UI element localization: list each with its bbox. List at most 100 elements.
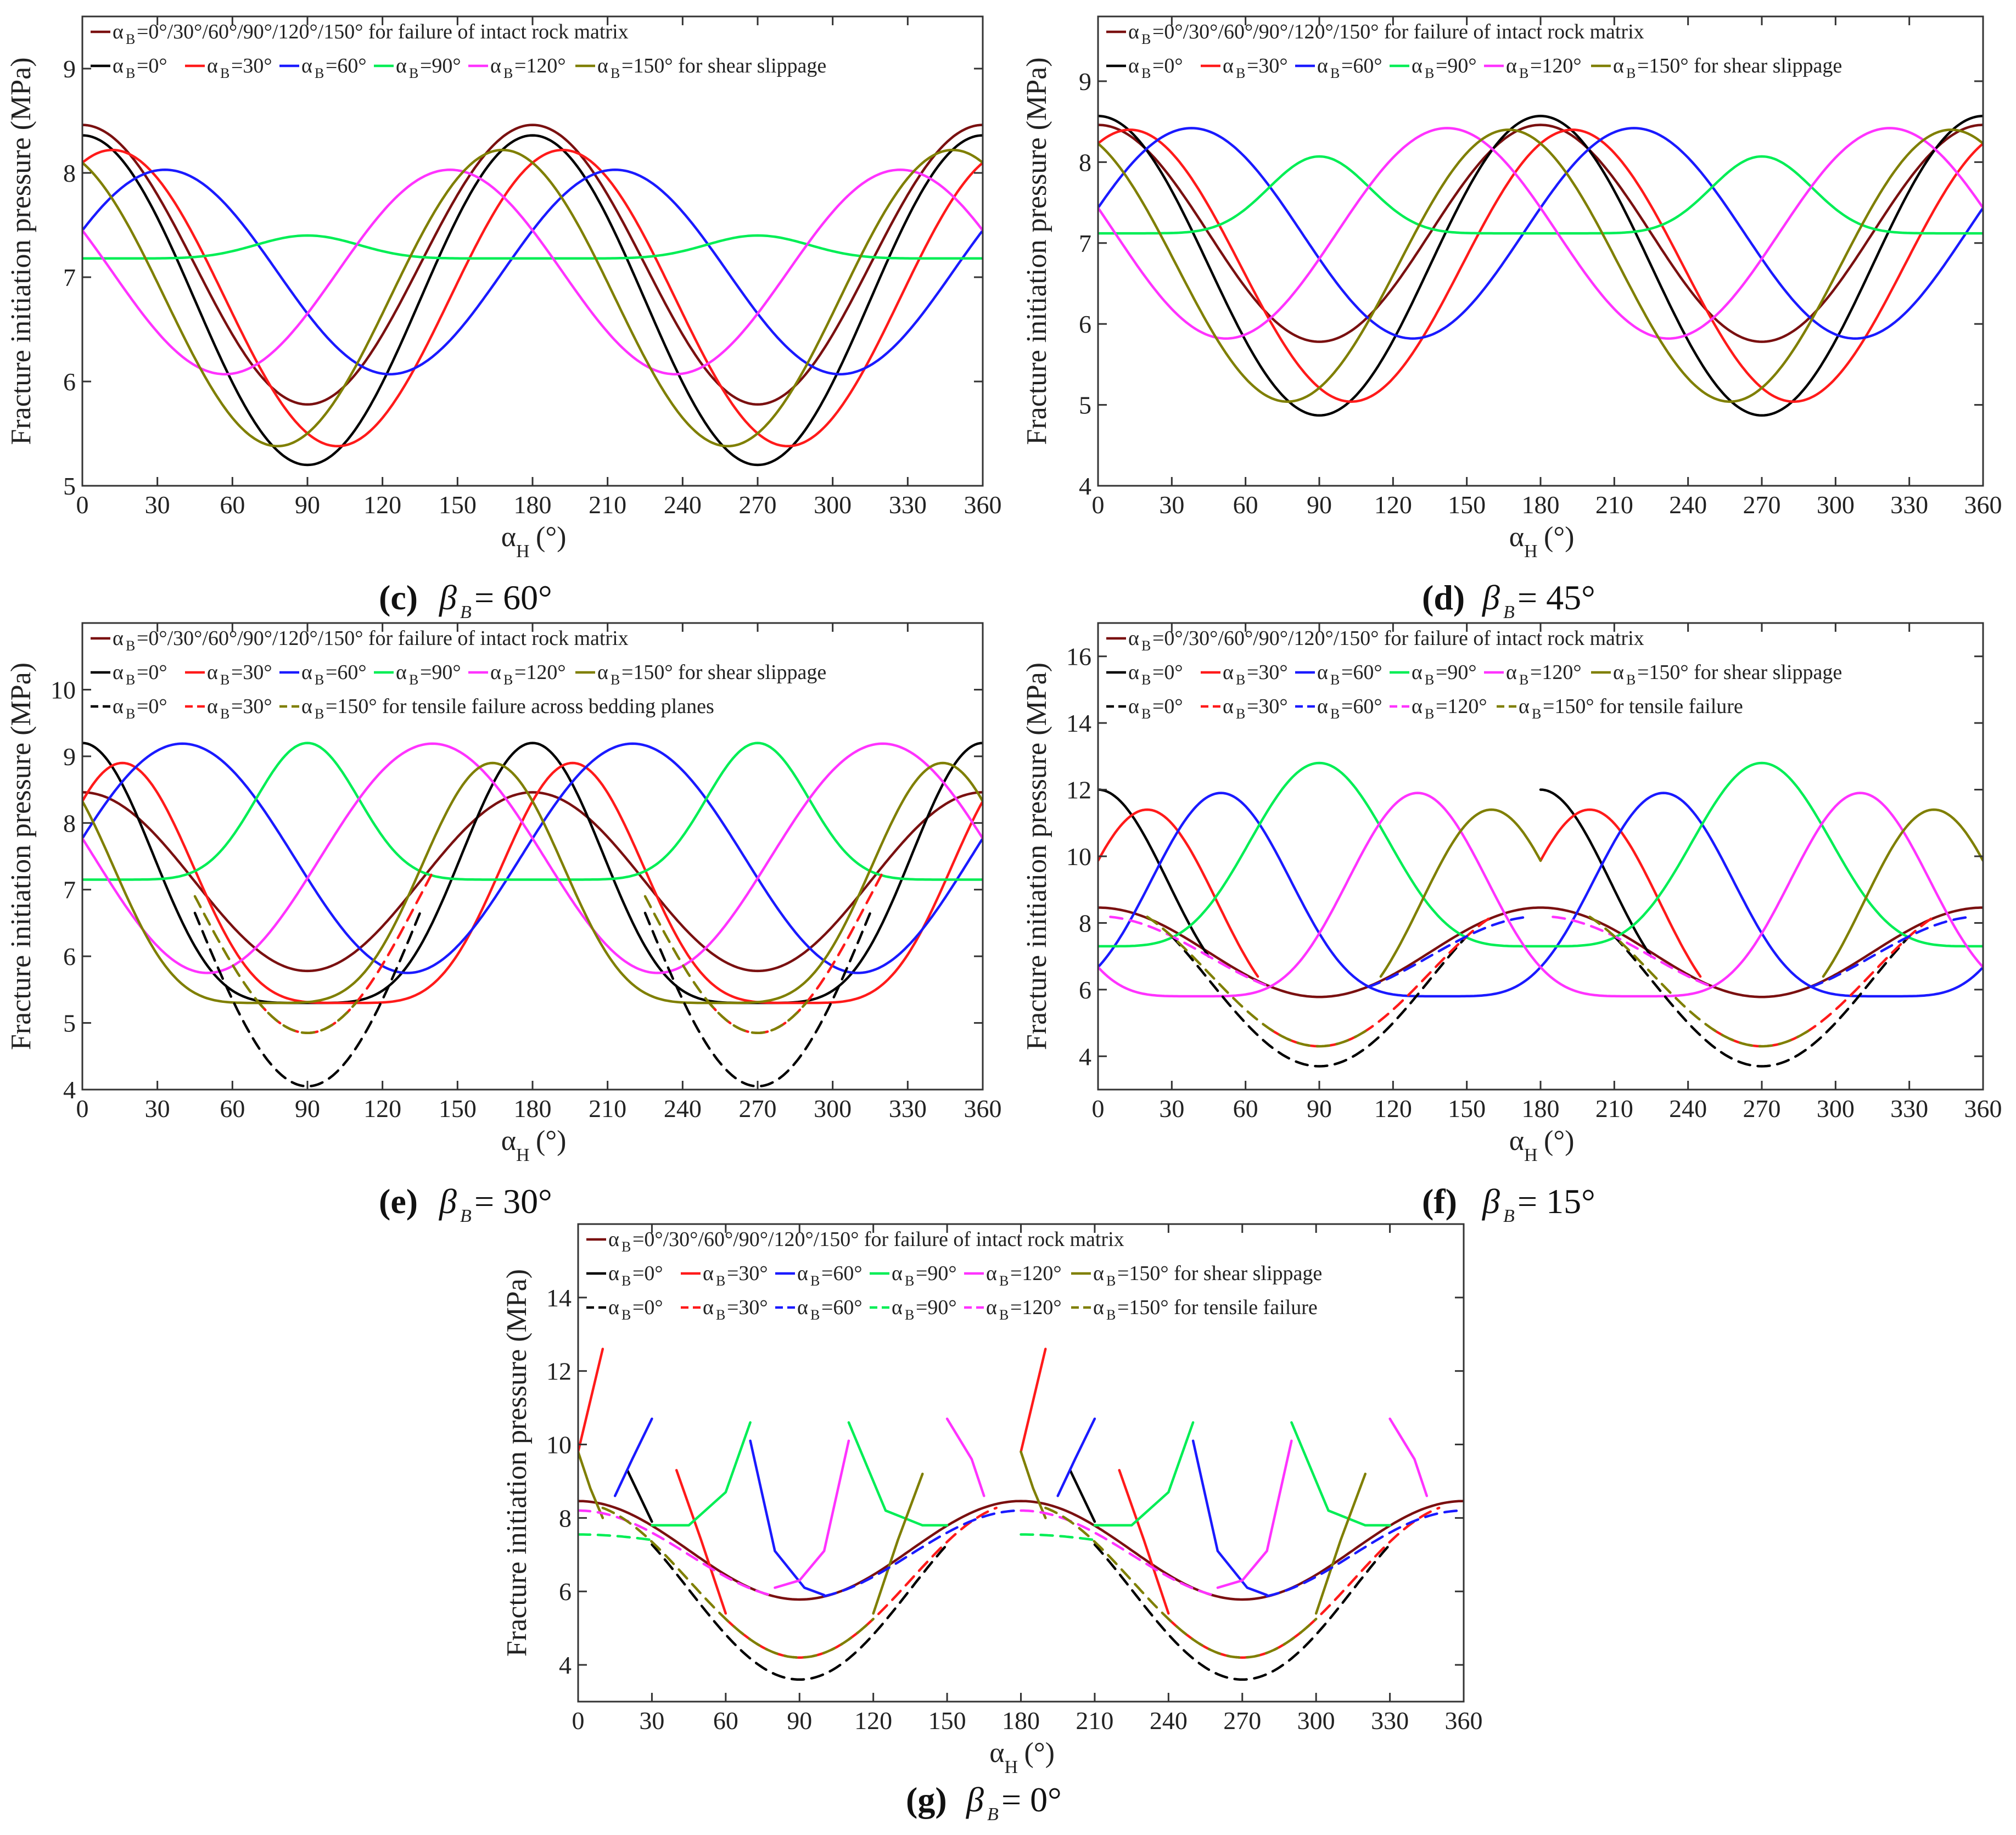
- legend-tensile-s150-alpha: α: [1093, 1296, 1104, 1319]
- y-tick-label: 10: [51, 676, 76, 704]
- x-tick-label: 180: [514, 1095, 552, 1123]
- shear-curve-s90: [1290, 1421, 1391, 1527]
- y-axis-label: Fracture initiation pressure (MPa): [1021, 663, 1052, 1050]
- legend-tensile-s120-alpha-sub: B: [999, 1307, 1009, 1323]
- y-tick-label: 12: [546, 1357, 572, 1385]
- shear-curve-s60: [749, 1439, 826, 1597]
- x-tick-label: 360: [1445, 1707, 1483, 1735]
- caption-sub: B: [1503, 602, 1515, 622]
- tensile-curve-s90: [1020, 1533, 1096, 1541]
- legend-shear-s90-alpha: α: [1412, 54, 1423, 77]
- x-tick-label: 30: [639, 1707, 664, 1735]
- legend-shear-s120-alpha-sub: B: [1519, 672, 1528, 688]
- caption-label: (g): [906, 1780, 947, 1819]
- legend-shear-s60-alpha: α: [301, 54, 312, 77]
- legend-tensile-s60-alpha: α: [797, 1296, 808, 1319]
- legend-shear-s120-alpha: α: [490, 661, 501, 684]
- y-tick-label: 5: [1079, 391, 1091, 419]
- x-tick-label: 180: [514, 491, 552, 519]
- legend-shear-s30-value: =30°: [231, 54, 272, 77]
- legend-shear-s30-alpha-sub: B: [1236, 672, 1245, 688]
- legend-shear-s120-value: =120°: [1530, 661, 1582, 684]
- tensile-curve-s0: [651, 1543, 949, 1681]
- x-tick-label: 30: [145, 1095, 170, 1123]
- caption-label: (e): [379, 1182, 418, 1221]
- y-tick-label: 6: [63, 368, 76, 396]
- x-tick-label: 210: [589, 1095, 626, 1123]
- caption-eq: = 45°: [1517, 578, 1595, 617]
- tensile-curve-s30: [706, 871, 884, 1035]
- chart-c: 0 30 60 90 120 150 180 210 240 270 300 330 36056789α…: [5, 15, 1002, 622]
- shear-curve-s30: [578, 1348, 604, 1454]
- legend-shear-s0-alpha-sub: B: [126, 672, 135, 688]
- x-tick-label: 270: [1743, 491, 1781, 519]
- legend-shear-s0-alpha-sub: B: [1141, 672, 1151, 688]
- shear-curve-s120: [774, 1439, 850, 1589]
- x-tick-label: 0: [76, 491, 89, 519]
- x-tick-label: 90: [295, 491, 320, 519]
- legend-tensile-s0-alpha-sub: B: [1141, 706, 1151, 722]
- shear-curve-s30: [1118, 1469, 1170, 1615]
- x-tick-label: 240: [664, 491, 702, 519]
- caption-eq: = 15°: [1517, 1182, 1595, 1221]
- legend-shear-s120-alpha-sub: B: [999, 1273, 1009, 1289]
- legend-shear-s30-alpha-sub: B: [1236, 65, 1245, 81]
- y-tick-label: 6: [1079, 310, 1091, 338]
- caption-eq: = 0°: [1001, 1780, 1062, 1819]
- y-axis-label: Fracture initiation pressure (MPa): [5, 663, 37, 1050]
- legend-shear-s150-alpha-sub: B: [1626, 672, 1636, 688]
- y-tick-label: 12: [1066, 776, 1091, 804]
- tensile-curve-s120: [1109, 916, 1272, 989]
- x-tick-label: 270: [1223, 1707, 1261, 1735]
- legend-shear-s90-value: =90°: [420, 54, 461, 77]
- legend-shear-s30-value: =30°: [727, 1262, 768, 1285]
- y-tick-label: 10: [1066, 843, 1091, 871]
- shear-curve-s0: [1098, 115, 1983, 417]
- x-tick-label: 0: [1092, 491, 1105, 519]
- legend-matrix-alpha: α: [1128, 627, 1139, 650]
- shear-curve-s90: [82, 742, 983, 881]
- x-tick-label: 270: [739, 491, 777, 519]
- legend-shear-s120-value: =120°: [1530, 54, 1582, 77]
- x-axis-label-unit: (°): [1544, 521, 1574, 553]
- legend-shear-s30-alpha: α: [1223, 54, 1234, 77]
- y-tick-label: 6: [1079, 976, 1091, 1004]
- tensile-curve-s60: [1265, 1509, 1464, 1598]
- legend-shear-s60-alpha-sub: B: [1330, 65, 1340, 81]
- caption: (f) β B = 15°: [1422, 1182, 1595, 1226]
- matrix-curve-matrix: [1098, 124, 1983, 343]
- legend-shear-s30-alpha: α: [703, 1262, 714, 1285]
- x-tick-label: 90: [1307, 491, 1332, 519]
- shear-curve-s0: [82, 742, 983, 1005]
- shear-curve-s120: [945, 1417, 985, 1497]
- shear-curve-s120: [1098, 127, 1983, 340]
- legend-shear-s0-value: =0°: [1152, 54, 1183, 77]
- legend-shear-s150-value: =150° for shear slippage: [1637, 661, 1842, 684]
- shear-curve-s120: [1098, 792, 1983, 998]
- legend-tensile-s150-alpha: α: [301, 695, 312, 718]
- legend-shear-s150-alpha: α: [1613, 54, 1624, 77]
- x-tick-label: 30: [1159, 491, 1184, 519]
- caption-label: (c): [379, 578, 418, 617]
- legend-shear-s120-alpha: α: [490, 54, 501, 77]
- x-axis-label-sub: H: [1524, 541, 1538, 562]
- x-tick-label: 0: [76, 1095, 89, 1123]
- shear-curve-s120: [1388, 1417, 1429, 1497]
- legend-tensile-s120-alpha: α: [986, 1296, 997, 1319]
- legend-tensile-s0-alpha: α: [113, 695, 124, 718]
- legend-matrix-label: =0°/30°/60°/90°/120°/150° for failure of…: [1152, 20, 1644, 43]
- shear-curve-s150: [1098, 128, 1983, 403]
- legend-shear-s150-alpha: α: [597, 661, 608, 684]
- legend-shear-s150-alpha: α: [1613, 661, 1624, 684]
- legend: α B =0°/30°/60°/90°/120°/150° for failure …: [1106, 627, 1842, 722]
- legend-shear-s150-alpha-sub: B: [611, 672, 620, 688]
- legend-shear-s30-alpha-sub: B: [220, 65, 229, 81]
- y-tick-label: 7: [63, 876, 76, 904]
- legend-matrix-alpha-sub: B: [621, 1239, 631, 1255]
- legend-matrix-label: =0°/30°/60°/90°/120°/150° for failure of…: [632, 1228, 1124, 1251]
- x-tick-label: 120: [1374, 1095, 1412, 1123]
- x-tick-label: 330: [1890, 491, 1928, 519]
- legend-shear-s90-alpha-sub: B: [409, 65, 418, 81]
- legend-shear-s0-alpha: α: [113, 54, 124, 77]
